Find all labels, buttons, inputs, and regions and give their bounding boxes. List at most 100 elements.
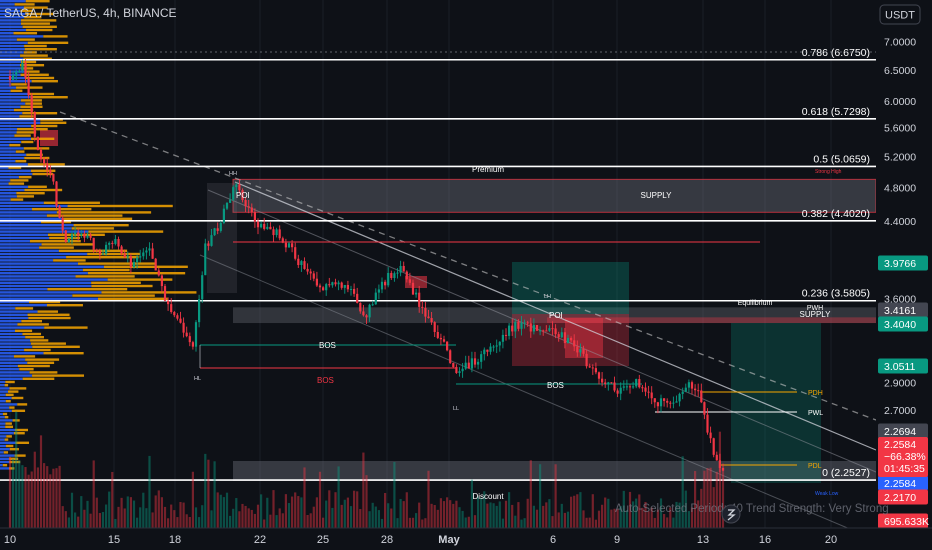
- volume-bar: [638, 494, 641, 528]
- candle-body: [275, 229, 278, 236]
- profile-bar-buy: [0, 182, 9, 185]
- profile-bar-buy: [0, 60, 22, 64]
- profile-bar-sell: [27, 313, 70, 316]
- last-price-countdown: 01:45:35: [884, 463, 925, 475]
- profile-bar-sell: [67, 204, 173, 208]
- price-tick: 5.6000: [884, 123, 916, 135]
- volume-bar: [616, 509, 619, 528]
- profile-bar-sell: [24, 16, 42, 19]
- profile-bar-buy: [0, 108, 14, 112]
- candle-body: [570, 337, 573, 341]
- volume-bar: [297, 496, 300, 528]
- price-tick: 2.9000: [884, 377, 916, 389]
- candle-body: [365, 315, 368, 318]
- candle-body: [225, 202, 229, 209]
- volume-bar: [641, 507, 644, 528]
- volume-bar: [216, 492, 219, 528]
- profile-bar-buy: [0, 115, 20, 118]
- candle-body: [114, 238, 117, 244]
- profile-bar-sell: [2, 464, 8, 467]
- volume-bar: [706, 468, 709, 528]
- profile-bar-buy: [0, 185, 29, 188]
- candle-body: [24, 62, 27, 79]
- profile-bar-sell: [21, 140, 34, 144]
- volume-bar: [635, 498, 638, 528]
- volume-bar: [718, 431, 721, 528]
- volume-bar: [666, 517, 669, 528]
- profile-bar-sell: [21, 320, 43, 323]
- candle-body: [638, 379, 641, 388]
- candle-body: [74, 232, 77, 235]
- volume-bar: [39, 435, 43, 528]
- volume-bar: [244, 505, 247, 528]
- volume-bar: [452, 503, 455, 528]
- volume-bar: [523, 518, 526, 528]
- volume-bar: [238, 511, 241, 528]
- candle-body: [111, 242, 114, 244]
- profile-bar-buy: [0, 361, 28, 364]
- candle-body: [64, 230, 67, 242]
- volume-bar: [721, 467, 725, 528]
- profile-bar-buy: [0, 131, 17, 134]
- profile-bar-sell: [29, 371, 58, 374]
- candle-body: [517, 321, 520, 329]
- candle-body: [393, 273, 396, 279]
- profile-bar-buy: [0, 281, 92, 284]
- profile-bar-buy: [0, 48, 25, 51]
- profile-bar-sell: [15, 307, 34, 310]
- volume-bar: [576, 494, 579, 528]
- profile-bar-sell: [58, 249, 128, 252]
- candle-body: [297, 258, 300, 266]
- candle-body: [219, 222, 222, 231]
- time-tick: 28: [381, 534, 393, 546]
- currency-button[interactable]: [879, 4, 921, 25]
- profile-bar-sell: [23, 57, 52, 60]
- candle-body: [694, 388, 697, 391]
- candle-body: [415, 292, 418, 295]
- profile-bar-buy: [0, 300, 30, 304]
- volume-bar: [700, 488, 703, 528]
- profile-bar-sell: [30, 169, 56, 172]
- volume-bar: [508, 492, 511, 528]
- volume-bar: [610, 509, 613, 528]
- candle-body: [98, 250, 101, 254]
- profile-bar-buy: [0, 16, 25, 19]
- replay-icon[interactable]: [721, 504, 741, 524]
- volume-bar: [387, 503, 390, 528]
- candle-body: [46, 163, 49, 170]
- pdh-label: PDH: [808, 390, 823, 397]
- candle-body: [458, 371, 461, 373]
- discount-label: Discount: [472, 492, 504, 501]
- candle-body: [33, 112, 36, 137]
- volume-bar: [548, 499, 551, 528]
- volume-bar: [439, 498, 442, 528]
- volume-bar: [151, 512, 154, 528]
- profile-bar-sell: [32, 172, 54, 176]
- candle-body: [650, 392, 653, 399]
- candle-body: [579, 348, 582, 353]
- candle-body: [473, 358, 477, 365]
- volume-bar: [80, 496, 83, 528]
- candle-body: [607, 382, 610, 385]
- profile-bar-buy: [0, 102, 26, 105]
- profile-bar-buy: [0, 38, 17, 41]
- volume-bar: [619, 506, 622, 528]
- profile-bar-buy: [0, 265, 104, 268]
- volume-bar: [328, 490, 331, 528]
- volume-bar: [678, 502, 681, 528]
- candle-body: [659, 398, 663, 407]
- profile-bar-buy: [0, 112, 23, 115]
- candle-body: [284, 242, 287, 248]
- volume-bar: [653, 517, 656, 528]
- candle-body: [700, 390, 703, 403]
- candle-body: [185, 332, 188, 337]
- candle-body: [591, 367, 594, 369]
- supply-label-right: SUPPLY: [800, 310, 832, 319]
- volume-bar: [356, 491, 359, 528]
- candle-body: [325, 284, 328, 291]
- volume-bar: [393, 462, 396, 528]
- candle-body: [86, 235, 89, 238]
- candle-body: [198, 299, 201, 323]
